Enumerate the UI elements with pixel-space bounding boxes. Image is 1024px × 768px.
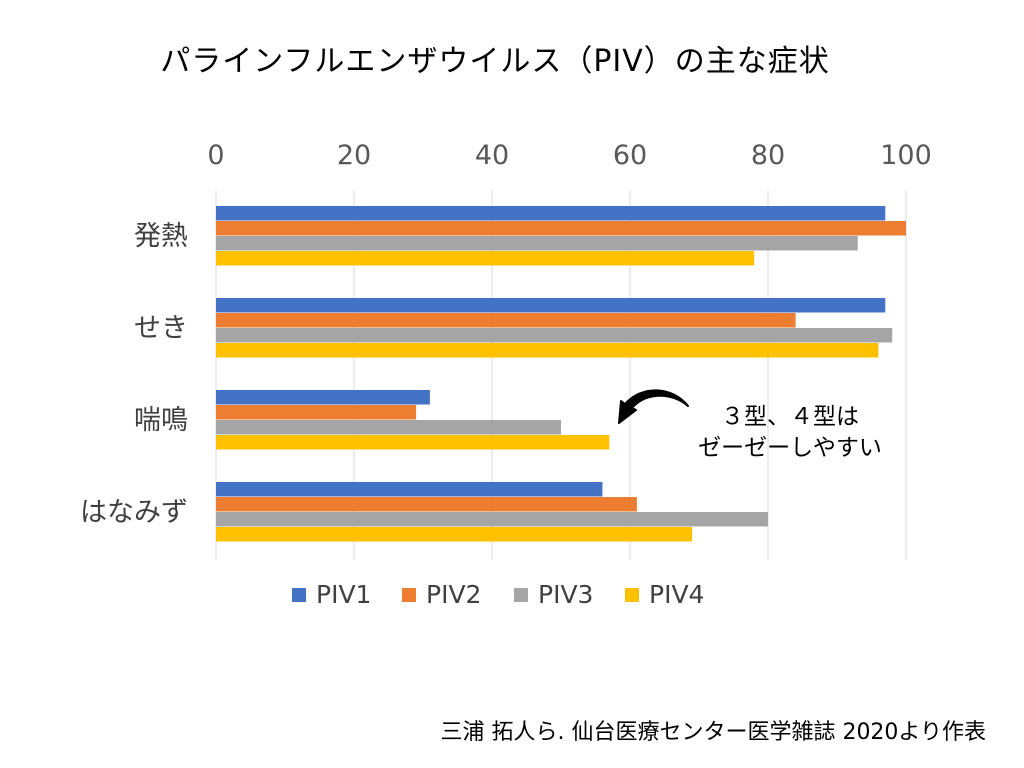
- x-tick-label: 60: [613, 140, 647, 171]
- bar-piv1-0: [216, 206, 886, 221]
- x-tick-label: 80: [751, 140, 785, 171]
- bar-piv3-0: [216, 236, 858, 251]
- x-tick-label: 100: [880, 140, 932, 171]
- x-tick-label: 20: [337, 140, 371, 171]
- annotation-arrow-icon: [618, 389, 689, 424]
- bar-piv4-2: [216, 435, 610, 450]
- bar-piv3-2: [216, 420, 561, 435]
- x-tick-label: 40: [475, 140, 509, 171]
- bar-piv4-3: [216, 527, 693, 542]
- x-axis-ticks: 0 20 40 60 80 100: [207, 140, 931, 171]
- bar-piv3-1: [216, 328, 893, 343]
- category-label: 発熱: [134, 221, 188, 252]
- legend-swatch: [514, 588, 528, 602]
- legend-swatch: [625, 588, 639, 602]
- bar-piv2-3: [216, 497, 637, 512]
- bars: [216, 206, 906, 542]
- category-label: はなみず: [80, 497, 188, 528]
- legend-label: PIV3: [538, 580, 593, 609]
- bar-piv2-1: [216, 313, 796, 328]
- bar-piv2-0: [216, 221, 906, 236]
- bar-piv2-2: [216, 405, 417, 420]
- annotation: ３型、４型は ゼーゼーしやすい: [680, 402, 900, 464]
- legend-label: PIV1: [316, 580, 371, 609]
- legend-label: PIV2: [426, 580, 481, 609]
- annotation-line-1: ３型、４型は: [721, 404, 859, 430]
- category-label: せき: [134, 313, 188, 344]
- bar-piv1-1: [216, 298, 886, 313]
- legend: PIV1 PIV2 PIV3 PIV4: [292, 580, 704, 609]
- source-citation: 三浦 拓人ら. 仙台医療センター医学雑誌 2020より作表: [440, 720, 986, 745]
- bar-piv4-1: [216, 343, 879, 358]
- x-tick-label: 0: [207, 140, 224, 171]
- legend-swatch: [292, 588, 306, 602]
- category-label: 喘鳴: [134, 405, 188, 436]
- bar-piv4-0: [216, 251, 755, 266]
- legend-swatch: [402, 588, 416, 602]
- legend-label: PIV4: [649, 580, 704, 609]
- annotation-line-2: ゼーゼーしやすい: [698, 435, 882, 461]
- bar-piv3-3: [216, 512, 768, 527]
- bar-piv1-3: [216, 482, 603, 497]
- chart-title: パラインフルエンザウイルス（PIV）の主な症状: [160, 44, 830, 79]
- bar-piv1-2: [216, 390, 430, 405]
